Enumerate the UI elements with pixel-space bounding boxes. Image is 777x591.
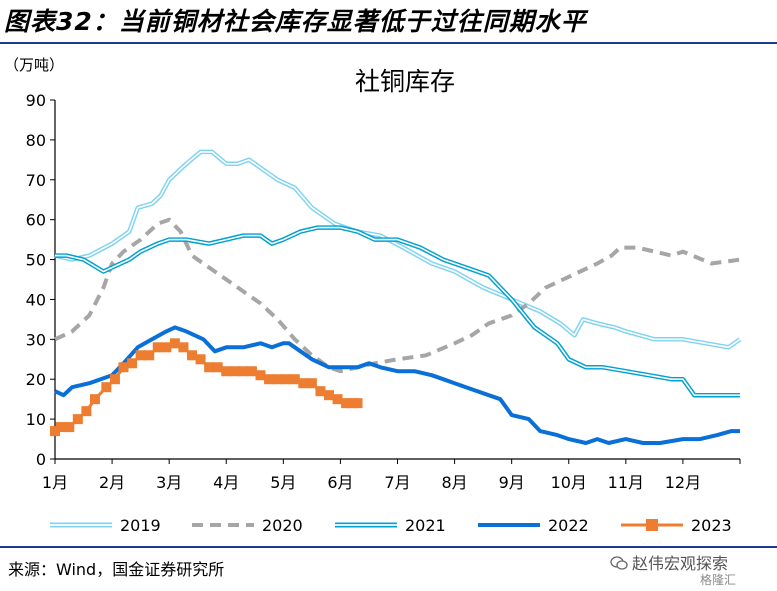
series-lines: [50, 149, 742, 445]
copper-inventory-chart: 社铜库存 （万吨） 0 10 20 30 40 50 60 70 80 90 1月 2月 3月 4月 5月 6…: [4, 56, 742, 535]
y-tick-label: 60: [26, 211, 46, 230]
series-2023-marker: [289, 374, 300, 385]
series-2023-marker: [187, 350, 197, 361]
x-tick-label: 5月: [270, 473, 296, 492]
series-2023-marker: [346, 398, 357, 409]
series-2022-line: [54, 325, 740, 445]
series-2023-marker: [204, 362, 215, 373]
series-2023-marker: [178, 342, 189, 353]
x-tick-label: 6月: [327, 473, 353, 492]
series-2023-marker: [221, 366, 232, 377]
legend-label-2020: 2020: [262, 516, 303, 535]
y-tick-label: 20: [26, 370, 46, 389]
x-tick-label: 12月: [665, 473, 701, 492]
series-2023-marker: [109, 374, 120, 385]
series-2023-marker: [50, 426, 60, 437]
series-2023-marker: [255, 370, 266, 381]
y-tick-label: 10: [26, 410, 46, 429]
legend-label-2021: 2021: [405, 516, 446, 535]
series-2023-marker: [161, 342, 172, 353]
watermark-text: 赵伟宏观探索: [632, 554, 729, 573]
series-2023-marker: [332, 394, 343, 405]
x-tick-label: 2月: [99, 473, 125, 492]
series-2023-marker: [118, 362, 129, 373]
series-2023-marker: [195, 354, 206, 365]
footer-rule: [0, 546, 777, 548]
series-2023-marker: [281, 374, 292, 385]
series-2023-marker: [306, 378, 317, 389]
series-2023-marker: [315, 386, 326, 397]
series-2023-marker: [144, 350, 155, 361]
x-tick-label: 4月: [213, 473, 239, 492]
series-2023-marker: [238, 366, 249, 377]
watermark-secondary: 格隆汇: [700, 573, 737, 587]
y-tick-label: 80: [26, 131, 46, 150]
series-2023-marker: [272, 374, 283, 385]
series-2023-marker: [212, 362, 223, 373]
series-2023-marker: [298, 378, 309, 389]
series-2023-marker: [324, 390, 334, 401]
series-2023-marker: [101, 382, 112, 393]
x-tick-label: 1月: [42, 473, 68, 492]
axes: 0 10 20 30 40 50 60 70 80 90 1月 2月 3月 4月 5月 6月 7月 8月 9月 10月…: [26, 91, 741, 492]
y-tick-label: 40: [26, 290, 46, 309]
x-tick-label: 11月: [608, 473, 644, 492]
legend-label-2022: 2022: [548, 516, 589, 535]
series-2023-marker: [264, 374, 275, 385]
y-tick-label: 0: [36, 450, 46, 469]
x-tick-label: 10月: [551, 473, 587, 492]
chart-title: 社铜库存: [355, 67, 455, 96]
x-tick-label: 9月: [499, 473, 525, 492]
series-2023-marker: [152, 342, 163, 353]
series-2023-marker: [64, 422, 75, 433]
source-note: 来源：Wind，国金证券研究所: [8, 560, 225, 579]
y-tick-label: 70: [26, 171, 46, 190]
title-rule: [0, 42, 777, 44]
figure-title: 图表32：当前铜材社会库存显著低于过往同期水平: [4, 7, 587, 36]
series-2019-line: [54, 149, 742, 350]
series-2023-marker: [72, 414, 83, 425]
y-tick-label: 50: [26, 251, 46, 270]
wechat-icon: [610, 555, 628, 571]
watermark: 赵伟宏观探索: [610, 550, 728, 574]
series-2023-marker: [135, 350, 146, 361]
series-2023-marker: [55, 422, 66, 433]
y-tick-label: 90: [26, 91, 46, 110]
x-tick-label: 7月: [384, 473, 410, 492]
series-2023-marker: [169, 338, 180, 349]
series-2023-marker: [341, 398, 352, 409]
x-tick-label: 8月: [441, 473, 467, 492]
series-2023-marker: [81, 406, 92, 417]
y-axis-unit: （万吨）: [4, 56, 64, 74]
y-tick-label: 30: [26, 330, 46, 349]
series-2023-marker: [229, 366, 240, 377]
x-tick-label: 3月: [156, 473, 182, 492]
series-2019-line-core: [54, 151, 741, 349]
series-2023-marker: [89, 394, 100, 405]
legend-label-2023: 2023: [691, 516, 732, 535]
series-2021-line-core: [55, 226, 740, 397]
legend-marker-2023: [646, 519, 658, 531]
series-2023-marker: [352, 398, 363, 409]
series-2023-marker: [127, 358, 138, 369]
legend: 2019 2020 2021 2022 2023: [50, 516, 732, 535]
legend-label-2019: 2019: [120, 516, 161, 535]
series-2023-marker: [246, 366, 257, 377]
